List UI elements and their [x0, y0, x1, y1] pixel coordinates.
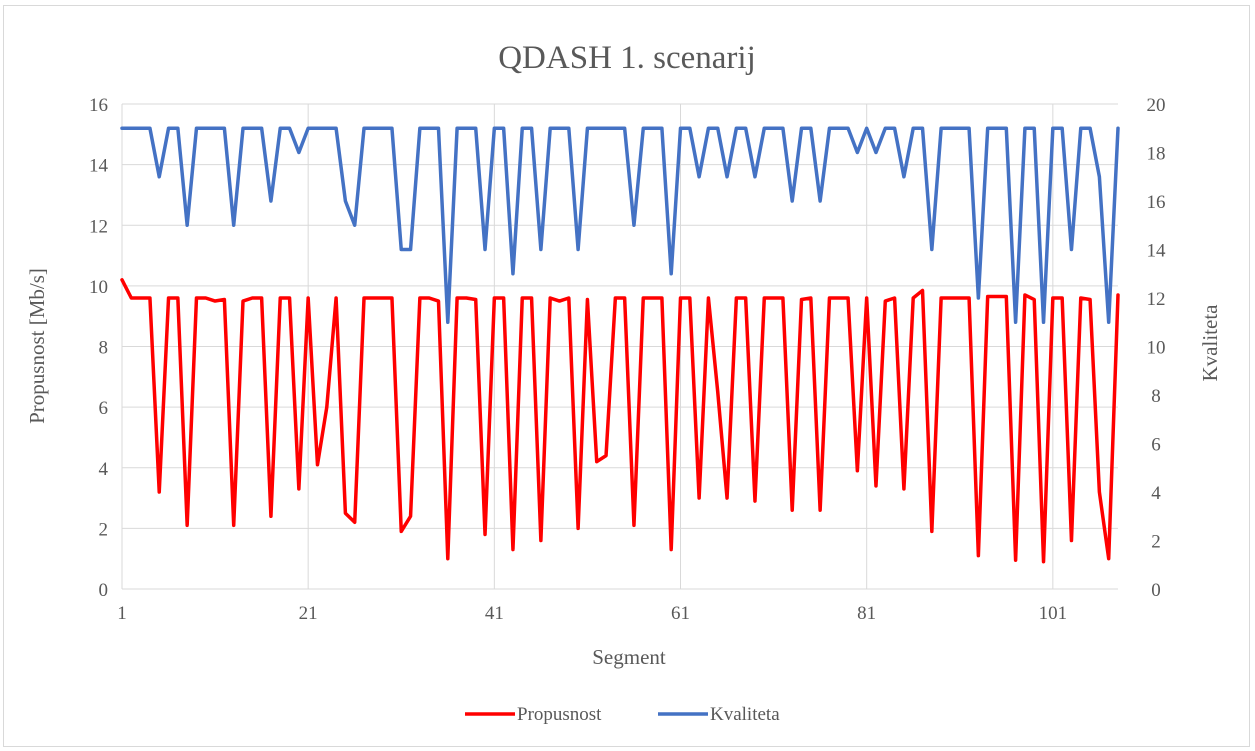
- x-tick-label: 61: [671, 603, 690, 624]
- y-left-tick-label: 12: [89, 216, 108, 237]
- y-right-tick-label: 10: [1147, 338, 1166, 359]
- x-tick-label: 1: [117, 603, 127, 624]
- y-left-tick-label: 8: [99, 338, 109, 359]
- series-line-propusnost: [120, 278, 1120, 564]
- series-line-kvaliteta: [120, 126, 1120, 324]
- y-right-tick-label: 20: [1147, 95, 1166, 116]
- y-right-tick-label: 14: [1147, 241, 1167, 262]
- y-right-tick-label: 18: [1147, 144, 1166, 165]
- y-right-tick-label: 16: [1147, 192, 1166, 213]
- x-tick-label: 101: [1039, 603, 1068, 624]
- x-tick-label: 81: [857, 603, 876, 624]
- x-axis-label: Segment: [592, 645, 666, 669]
- y-left-tick-label: 10: [89, 277, 108, 298]
- x-tick-label: 41: [485, 603, 504, 624]
- y-right-axis-ticks: 0 2 4 6 8 10 12 14 16 18 20: [1147, 95, 1167, 601]
- series-lines: [120, 126, 1120, 564]
- y-right-tick-label: 4: [1151, 483, 1161, 504]
- x-tick-label: 21: [299, 603, 318, 624]
- y-left-axis-ticks: 0 2 4 6 8 10 12 14 16: [89, 95, 109, 601]
- y-right-tick-label: 12: [1147, 289, 1166, 310]
- y-right-tick-label: 8: [1151, 386, 1161, 407]
- legend-label: Propusnost: [517, 704, 602, 725]
- y-left-tick-label: 16: [89, 95, 108, 116]
- y-left-axis-label: Propusnost [Mb/s]: [25, 268, 49, 424]
- y-right-tick-label: 0: [1151, 580, 1161, 601]
- y-left-tick-label: 4: [99, 459, 109, 480]
- y-left-tick-label: 2: [99, 519, 109, 540]
- y-right-axis-label: Kvaliteta: [1198, 304, 1222, 382]
- chart-title: QDASH 1. scenarij: [498, 40, 756, 76]
- legend: Propusnost Kvaliteta: [465, 704, 780, 725]
- y-left-tick-label: 14: [89, 156, 109, 177]
- x-axis-ticks: 1 21 41 61 81 101: [117, 603, 1067, 624]
- y-left-tick-label: 6: [99, 398, 109, 419]
- y-left-tick-label: 0: [99, 580, 109, 601]
- legend-label: Kvaliteta: [710, 704, 780, 725]
- y-right-tick-label: 6: [1151, 435, 1161, 456]
- y-right-tick-label: 2: [1151, 532, 1161, 553]
